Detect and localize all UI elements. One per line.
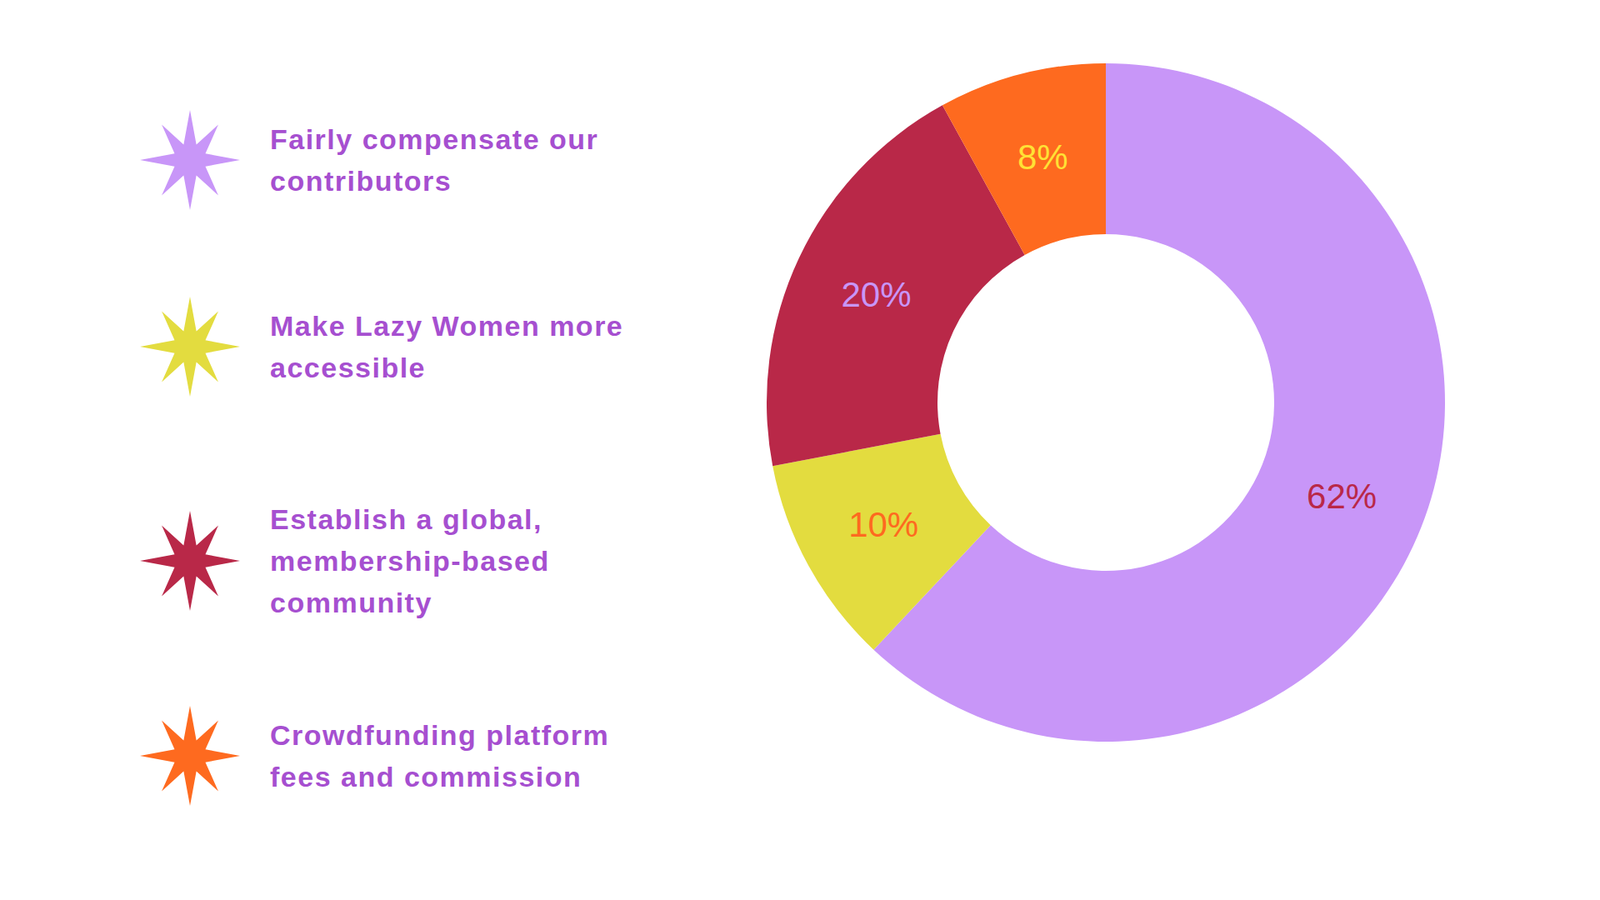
svg-text:20%: 20% — [840, 275, 911, 315]
html-text:Crowdfunding platform fees and: Crowdfunding platform fees and commissio… — [270, 719, 610, 793]
svg-text:62%: 62% — [1306, 476, 1377, 516]
svg-text:10%: 10% — [848, 505, 919, 545]
html-text:Establish a global, membership: Establish a global, membership-based com… — [270, 503, 550, 619]
html-text:Make Lazy Women more accessibl: Make Lazy Women more accessible — [270, 310, 624, 384]
html-text:Fairly compensate our contribu: Fairly compensate our contributors — [270, 123, 599, 197]
svg-text:8%: 8% — [1017, 137, 1069, 177]
